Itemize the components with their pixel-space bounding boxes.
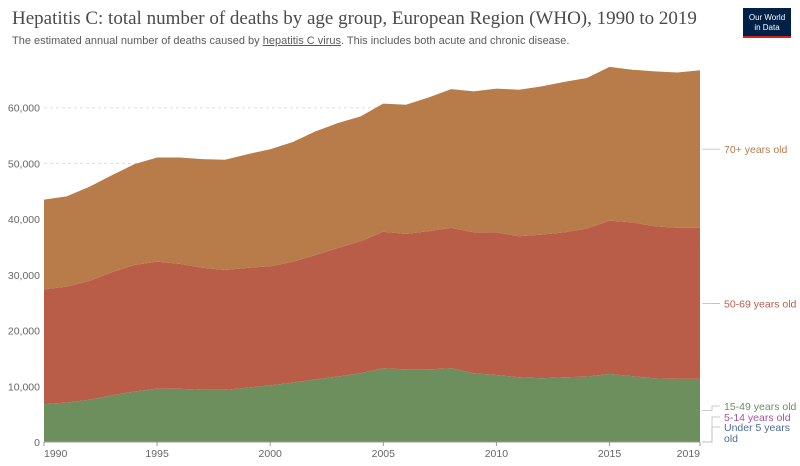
y-tick-label-2: 20,000 — [8, 326, 40, 338]
x-tick-label-2005: 2005 — [372, 448, 396, 460]
owid-logo[interactable]: Our World in Data — [743, 8, 791, 38]
series-label-15-49-years-old: 15-49 years old — [724, 401, 797, 413]
area-layers — [44, 66, 700, 443]
subtitle-text-before: The estimated annual number of deaths ca… — [12, 35, 263, 47]
series-label-50-69-years-old: 50-69 years old — [724, 298, 797, 310]
x-axis-ticks: 1990 1995 2000 2005 2010 2015 2019 — [43, 442, 701, 460]
series-label-under-5-years-old: Under 5 years old — [724, 422, 790, 445]
label-connector-5-14-years-old — [702, 416, 720, 443]
area-70-years-old[interactable] — [44, 66, 700, 290]
y-axis-ticks: 0 10,000 20,000 30,000 40,000 50,000 60,000 — [8, 103, 40, 449]
label-connector-15-49-years-old — [702, 405, 720, 411]
area-50-69-years-old[interactable] — [44, 220, 700, 405]
y-tick-label-4: 40,000 — [8, 214, 40, 226]
y-tick-label-0: 0 — [34, 437, 40, 449]
x-tick-label-2015: 2015 — [598, 448, 622, 460]
hepatitis-c-link[interactable]: hepatitis C virus — [262, 35, 341, 47]
x-tick-label-2019: 2019 — [677, 448, 701, 460]
chart-title: Hepatitis C: total number of deaths by a… — [12, 8, 697, 29]
subtitle-text-after: . This includes both acute and chronic d… — [340, 35, 570, 47]
x-tick-label-1995: 1995 — [145, 448, 169, 460]
x-tick-label-1990: 1990 — [44, 448, 68, 460]
label-connector-under-5-years-old — [702, 426, 720, 443]
y-tick-label-5: 50,000 — [8, 158, 40, 170]
logo-line-2: in Data — [754, 23, 780, 32]
x-tick-label-2000: 2000 — [259, 448, 283, 460]
series-label-5-14-years-old: 5-14 years old — [724, 412, 791, 424]
logo-red-bar — [743, 36, 791, 38]
area-15-49-years-old[interactable] — [44, 368, 700, 442]
y-tick-label-1: 10,000 — [8, 381, 40, 393]
chart-subtitle: The estimated annual number of deaths ca… — [12, 35, 569, 47]
series-label-70-years-old: 70+ years old — [724, 144, 787, 156]
y-tick-label-3: 30,000 — [8, 270, 40, 282]
y-tick-label-6: 60,000 — [8, 103, 40, 115]
x-tick-label-2010: 2010 — [485, 448, 509, 460]
logo-line-1: Our World — [748, 13, 786, 22]
